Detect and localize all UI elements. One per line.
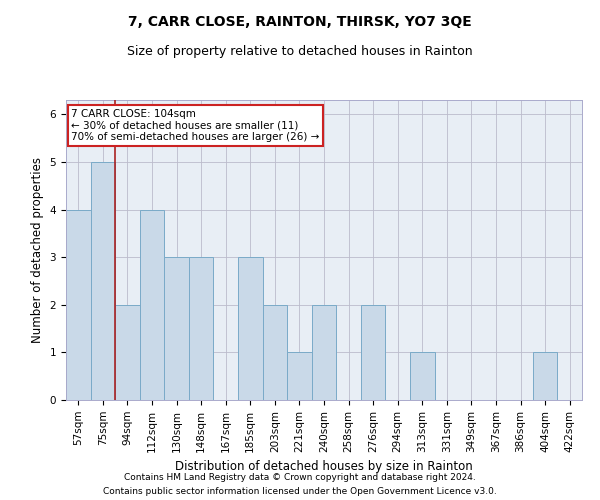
- Bar: [189, 257, 214, 400]
- Bar: [140, 210, 164, 400]
- Bar: [91, 162, 115, 400]
- Bar: [115, 305, 140, 400]
- Text: Size of property relative to detached houses in Rainton: Size of property relative to detached ho…: [127, 45, 473, 58]
- Bar: [66, 210, 91, 400]
- Bar: [312, 305, 336, 400]
- Text: 7, CARR CLOSE, RAINTON, THIRSK, YO7 3QE: 7, CARR CLOSE, RAINTON, THIRSK, YO7 3QE: [128, 15, 472, 29]
- Bar: [410, 352, 434, 400]
- Text: Contains HM Land Registry data © Crown copyright and database right 2024.: Contains HM Land Registry data © Crown c…: [124, 472, 476, 482]
- Text: 7 CARR CLOSE: 104sqm
← 30% of detached houses are smaller (11)
70% of semi-detac: 7 CARR CLOSE: 104sqm ← 30% of detached h…: [71, 109, 320, 142]
- Bar: [287, 352, 312, 400]
- Bar: [164, 257, 189, 400]
- Text: Contains public sector information licensed under the Open Government Licence v3: Contains public sector information licen…: [103, 488, 497, 496]
- Bar: [361, 305, 385, 400]
- Bar: [263, 305, 287, 400]
- X-axis label: Distribution of detached houses by size in Rainton: Distribution of detached houses by size …: [175, 460, 473, 473]
- Bar: [238, 257, 263, 400]
- Bar: [533, 352, 557, 400]
- Y-axis label: Number of detached properties: Number of detached properties: [31, 157, 44, 343]
